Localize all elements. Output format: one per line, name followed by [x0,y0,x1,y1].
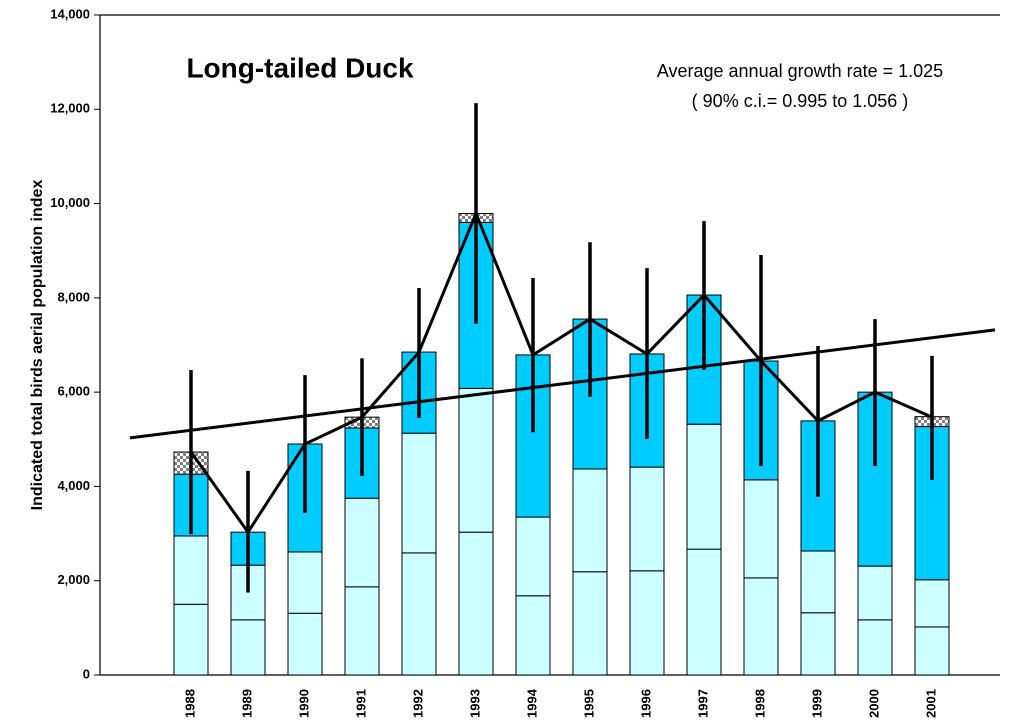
bar-segment [344,586,380,676]
bar-segment [572,571,608,676]
x-tick-label: 1999 [809,689,824,718]
bar-segment [629,466,665,572]
bar-segment [800,550,836,614]
bar-segment [914,626,950,676]
bar-segment [800,612,836,676]
bar-segment [914,579,950,628]
trend-line [129,328,996,440]
bar-segment [629,570,665,676]
bar-segment [686,423,722,550]
y-tick-label: 0 [83,666,90,681]
y-tick-label: 4,000 [57,478,90,493]
y-tick-label: 8,000 [57,289,90,304]
index-line [189,209,933,535]
y-tick-label: 14,000 [50,6,90,21]
bar-segment [230,619,266,676]
bar-segment [401,552,437,676]
x-tick-label: 2001 [923,689,938,718]
bar-segment [743,479,779,579]
bar-segment [515,595,551,676]
x-tick-label: 1988 [182,689,197,718]
y-tick-label: 6,000 [57,384,90,399]
x-tick-label: 1990 [296,689,311,718]
bar-segment [515,516,551,597]
bar-segment [857,619,893,676]
x-tick-label: 1997 [695,689,710,718]
y-axis-label: Indicated total birds aerial population … [29,180,46,511]
bar-segment [173,535,209,605]
chart-title: Long-tailed Duck [186,52,414,83]
bar-segment [686,548,722,676]
x-tick-label: 2000 [866,689,881,718]
x-tick-label: 1989 [239,689,254,718]
bar-segment [173,603,209,676]
bar-segment [458,387,494,533]
x-tick-label: 1996 [638,689,653,718]
bar-segment [401,432,437,554]
y-tick-label: 2,000 [57,572,90,587]
x-tick-label: 1998 [752,689,767,718]
bar-segment [743,577,779,676]
y-tick-label: 10,000 [50,195,90,210]
bar-segment [287,612,323,676]
x-tick-label: 1992 [410,689,425,718]
bar-segment [287,551,323,614]
bar-segment [572,468,608,573]
x-tick-label: 1993 [467,689,482,718]
x-tick-label: 1991 [353,689,368,718]
x-tick-label: 1994 [524,688,539,718]
annotation: ( 90% c.i.= 0.995 to 1.056 ) [692,91,909,111]
x-tick-label: 1995 [581,689,596,718]
y-tick-label: 12,000 [50,101,90,116]
bar-segment [344,497,380,588]
annotation: Average annual growth rate = 1.025 [657,61,943,81]
bar-segment [458,531,494,676]
bar-segment [857,565,893,621]
